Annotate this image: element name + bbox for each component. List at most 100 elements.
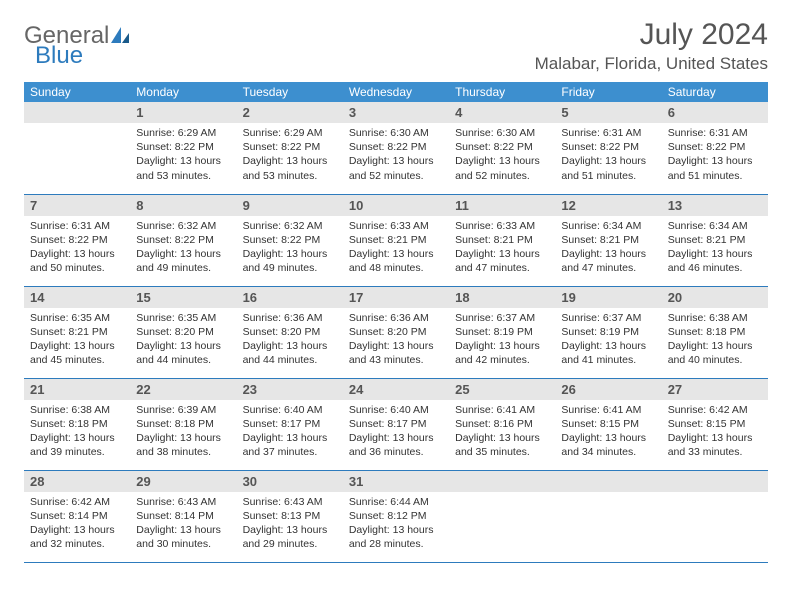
sunset-line: Sunset: 8:21 PM xyxy=(455,233,549,247)
daylight-line: Daylight: 13 hours and 49 minutes. xyxy=(136,247,230,275)
sunrise-line: Sunrise: 6:38 AM xyxy=(30,403,124,417)
daylight-line: Daylight: 13 hours and 44 minutes. xyxy=(243,339,337,367)
day-number: 24 xyxy=(343,379,449,400)
sunrise-line: Sunrise: 6:32 AM xyxy=(243,219,337,233)
calendar-cell: 1Sunrise: 6:29 AMSunset: 8:22 PMDaylight… xyxy=(130,102,236,194)
calendar-cell: 6Sunrise: 6:31 AMSunset: 8:22 PMDaylight… xyxy=(662,102,768,194)
sunset-line: Sunset: 8:20 PM xyxy=(243,325,337,339)
day-number: 19 xyxy=(555,287,661,308)
sunset-line: Sunset: 8:17 PM xyxy=(243,417,337,431)
daylight-line: Daylight: 13 hours and 34 minutes. xyxy=(561,431,655,459)
sunrise-line: Sunrise: 6:39 AM xyxy=(136,403,230,417)
sunrise-line: Sunrise: 6:44 AM xyxy=(349,495,443,509)
daylight-line: Daylight: 13 hours and 37 minutes. xyxy=(243,431,337,459)
day-body: Sunrise: 6:44 AMSunset: 8:12 PMDaylight:… xyxy=(343,492,449,558)
calendar-cell: 28Sunrise: 6:42 AMSunset: 8:14 PMDayligh… xyxy=(24,470,130,562)
weekday-header: Sunday xyxy=(24,82,130,102)
day-body: Sunrise: 6:37 AMSunset: 8:19 PMDaylight:… xyxy=(449,308,555,374)
month-title: July 2024 xyxy=(535,18,768,52)
day-number xyxy=(555,471,661,492)
weekday-header: Saturday xyxy=(662,82,768,102)
calendar-cell: 26Sunrise: 6:41 AMSunset: 8:15 PMDayligh… xyxy=(555,378,661,470)
daylight-line: Daylight: 13 hours and 36 minutes. xyxy=(349,431,443,459)
calendar-cell: 31Sunrise: 6:44 AMSunset: 8:12 PMDayligh… xyxy=(343,470,449,562)
sunrise-line: Sunrise: 6:31 AM xyxy=(30,219,124,233)
day-number: 12 xyxy=(555,195,661,216)
day-body: Sunrise: 6:32 AMSunset: 8:22 PMDaylight:… xyxy=(237,216,343,282)
calendar-cell: 15Sunrise: 6:35 AMSunset: 8:20 PMDayligh… xyxy=(130,286,236,378)
sunrise-line: Sunrise: 6:38 AM xyxy=(668,311,762,325)
sunrise-line: Sunrise: 6:40 AM xyxy=(349,403,443,417)
day-body: Sunrise: 6:31 AMSunset: 8:22 PMDaylight:… xyxy=(24,216,130,282)
daylight-line: Daylight: 13 hours and 35 minutes. xyxy=(455,431,549,459)
calendar-cell: 23Sunrise: 6:40 AMSunset: 8:17 PMDayligh… xyxy=(237,378,343,470)
calendar-cell: 9Sunrise: 6:32 AMSunset: 8:22 PMDaylight… xyxy=(237,194,343,286)
day-body: Sunrise: 6:32 AMSunset: 8:22 PMDaylight:… xyxy=(130,216,236,282)
sunset-line: Sunset: 8:14 PM xyxy=(136,509,230,523)
day-number: 28 xyxy=(24,471,130,492)
day-number: 30 xyxy=(237,471,343,492)
daylight-line: Daylight: 13 hours and 41 minutes. xyxy=(561,339,655,367)
daylight-line: Daylight: 13 hours and 47 minutes. xyxy=(455,247,549,275)
calendar-cell: 2Sunrise: 6:29 AMSunset: 8:22 PMDaylight… xyxy=(237,102,343,194)
sunset-line: Sunset: 8:22 PM xyxy=(668,140,762,154)
sunset-line: Sunset: 8:12 PM xyxy=(349,509,443,523)
sunrise-line: Sunrise: 6:29 AM xyxy=(136,126,230,140)
sunset-line: Sunset: 8:21 PM xyxy=(668,233,762,247)
day-body: Sunrise: 6:43 AMSunset: 8:14 PMDaylight:… xyxy=(130,492,236,558)
daylight-line: Daylight: 13 hours and 29 minutes. xyxy=(243,523,337,551)
sunset-line: Sunset: 8:22 PM xyxy=(349,140,443,154)
sunrise-line: Sunrise: 6:37 AM xyxy=(561,311,655,325)
day-body: Sunrise: 6:33 AMSunset: 8:21 PMDaylight:… xyxy=(449,216,555,282)
day-number: 18 xyxy=(449,287,555,308)
sunset-line: Sunset: 8:13 PM xyxy=(243,509,337,523)
sunset-line: Sunset: 8:22 PM xyxy=(455,140,549,154)
day-number: 9 xyxy=(237,195,343,216)
calendar-cell: 3Sunrise: 6:30 AMSunset: 8:22 PMDaylight… xyxy=(343,102,449,194)
daylight-line: Daylight: 13 hours and 33 minutes. xyxy=(668,431,762,459)
day-number: 26 xyxy=(555,379,661,400)
calendar-cell: 21Sunrise: 6:38 AMSunset: 8:18 PMDayligh… xyxy=(24,378,130,470)
sunset-line: Sunset: 8:22 PM xyxy=(243,233,337,247)
sunset-line: Sunset: 8:19 PM xyxy=(561,325,655,339)
sunset-line: Sunset: 8:16 PM xyxy=(455,417,549,431)
daylight-line: Daylight: 13 hours and 52 minutes. xyxy=(349,154,443,182)
calendar-cell: 11Sunrise: 6:33 AMSunset: 8:21 PMDayligh… xyxy=(449,194,555,286)
calendar-cell: 12Sunrise: 6:34 AMSunset: 8:21 PMDayligh… xyxy=(555,194,661,286)
calendar-cell: 14Sunrise: 6:35 AMSunset: 8:21 PMDayligh… xyxy=(24,286,130,378)
header: General July 2024 Malabar, Florida, Unit… xyxy=(24,18,768,74)
daylight-line: Daylight: 13 hours and 39 minutes. xyxy=(30,431,124,459)
title-block: July 2024 Malabar, Florida, United State… xyxy=(535,18,768,74)
sunrise-line: Sunrise: 6:34 AM xyxy=(561,219,655,233)
sunset-line: Sunset: 8:22 PM xyxy=(30,233,124,247)
calendar-row: 1Sunrise: 6:29 AMSunset: 8:22 PMDaylight… xyxy=(24,102,768,194)
calendar-cell: 5Sunrise: 6:31 AMSunset: 8:22 PMDaylight… xyxy=(555,102,661,194)
sunset-line: Sunset: 8:15 PM xyxy=(668,417,762,431)
day-body: Sunrise: 6:41 AMSunset: 8:16 PMDaylight:… xyxy=(449,400,555,466)
day-number xyxy=(662,471,768,492)
day-number: 27 xyxy=(662,379,768,400)
calendar-table: SundayMondayTuesdayWednesdayThursdayFrid… xyxy=(24,82,768,563)
day-body xyxy=(449,492,555,501)
sunset-line: Sunset: 8:20 PM xyxy=(136,325,230,339)
sunset-line: Sunset: 8:21 PM xyxy=(30,325,124,339)
daylight-line: Daylight: 13 hours and 47 minutes. xyxy=(561,247,655,275)
day-number: 4 xyxy=(449,102,555,123)
day-body: Sunrise: 6:38 AMSunset: 8:18 PMDaylight:… xyxy=(24,400,130,466)
daylight-line: Daylight: 13 hours and 32 minutes. xyxy=(30,523,124,551)
day-number: 2 xyxy=(237,102,343,123)
sunset-line: Sunset: 8:22 PM xyxy=(136,233,230,247)
sunrise-line: Sunrise: 6:37 AM xyxy=(455,311,549,325)
calendar-cell: 25Sunrise: 6:41 AMSunset: 8:16 PMDayligh… xyxy=(449,378,555,470)
day-body: Sunrise: 6:37 AMSunset: 8:19 PMDaylight:… xyxy=(555,308,661,374)
calendar-cell xyxy=(662,470,768,562)
daylight-line: Daylight: 13 hours and 52 minutes. xyxy=(455,154,549,182)
sunrise-line: Sunrise: 6:33 AM xyxy=(455,219,549,233)
calendar-cell: 29Sunrise: 6:43 AMSunset: 8:14 PMDayligh… xyxy=(130,470,236,562)
sunrise-line: Sunrise: 6:34 AM xyxy=(668,219,762,233)
day-number: 29 xyxy=(130,471,236,492)
sunrise-line: Sunrise: 6:41 AM xyxy=(455,403,549,417)
day-number xyxy=(449,471,555,492)
day-number: 5 xyxy=(555,102,661,123)
day-body: Sunrise: 6:31 AMSunset: 8:22 PMDaylight:… xyxy=(555,123,661,189)
